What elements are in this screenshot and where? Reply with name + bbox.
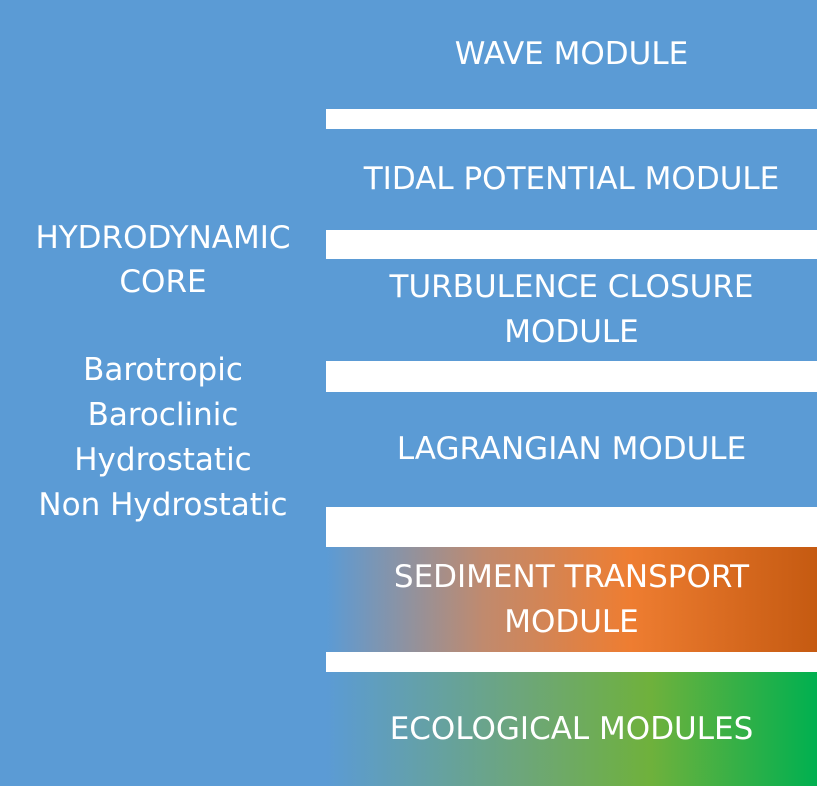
wave-module-block: WAVE MODULE [326,0,817,109]
core-title: HYDRODYNAMIC CORE [35,220,291,300]
sediment-transport-module-block: SEDIMENT TRANSPORT MODULE [326,547,817,652]
module-label: ECOLOGICAL MODULES [389,710,754,747]
hydrodynamic-core-block: HYDRODYNAMIC CORE Barotropic Baroclinic … [0,0,326,786]
core-mode-list: Barotropic Baroclinic Hydrostatic Non Hy… [0,348,326,528]
core-mode-non-hydrostatic: Non Hydrostatic [38,487,288,523]
turbulence-closure-module-block: TURBULENCE CLOSURE MODULE [326,259,817,361]
core-mode-barotropic: Barotropic [83,352,243,388]
module-label: TIDAL POTENTIAL MODULE [363,161,780,197]
ecological-modules-block: ECOLOGICAL MODULES [326,672,817,786]
module-label: SEDIMENT TRANSPORT MODULE [393,558,750,640]
module-label: TURBULENCE CLOSURE MODULE [389,269,754,350]
tidal-potential-module-block: TIDAL POTENTIAL MODULE [326,129,817,230]
module-label: LAGRANGIAN MODULE [396,431,747,467]
lagrangian-module-block: LAGRANGIAN MODULE [326,392,817,507]
core-mode-baroclinic: Baroclinic [87,397,239,433]
core-mode-hydrostatic: Hydrostatic [74,442,252,478]
module-label: WAVE MODULE [454,36,689,72]
